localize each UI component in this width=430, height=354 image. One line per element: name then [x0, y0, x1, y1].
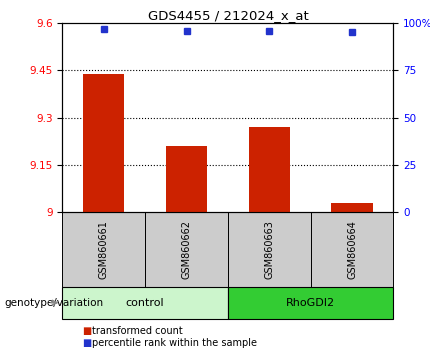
Text: GSM860661: GSM860661 [99, 220, 109, 279]
Text: RhoGDI2: RhoGDI2 [286, 298, 335, 308]
Bar [332, 203, 373, 212]
Bar [249, 127, 290, 212]
Bar [62, 212, 145, 287]
Text: GSM860662: GSM860662 [181, 220, 191, 279]
Bar [62, 287, 228, 319]
Text: ■: ■ [82, 326, 91, 336]
Title: GDS4455 / 212024_x_at: GDS4455 / 212024_x_at [147, 9, 308, 22]
Text: ■: ■ [82, 338, 91, 348]
Text: genotype/variation: genotype/variation [4, 298, 104, 308]
Bar [83, 74, 124, 212]
Bar [310, 212, 393, 287]
Bar [228, 287, 393, 319]
Bar [166, 146, 207, 212]
Text: percentile rank within the sample: percentile rank within the sample [92, 338, 258, 348]
Bar [145, 212, 228, 287]
Bar [228, 212, 310, 287]
Text: GSM860664: GSM860664 [347, 220, 357, 279]
Text: transformed count: transformed count [92, 326, 183, 336]
Text: control: control [126, 298, 164, 308]
Text: GSM860663: GSM860663 [264, 220, 274, 279]
